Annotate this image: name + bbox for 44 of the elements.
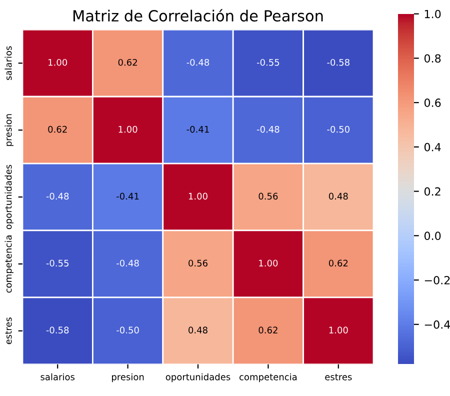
data-label: -0.58 bbox=[46, 326, 69, 334]
color-bar-label: −0.2 bbox=[424, 276, 450, 284]
y-tick-label: presion bbox=[4, 114, 14, 146]
data-label: 0.56 bbox=[188, 260, 208, 267]
x-tick-label: presion bbox=[112, 373, 144, 382]
color-bar-label: 0.0 bbox=[424, 232, 441, 240]
data-label: 1.00 bbox=[188, 192, 208, 200]
data-label: -0.48 bbox=[46, 192, 69, 200]
data-label: -0.58 bbox=[327, 58, 350, 66]
y-tick-label: estres bbox=[5, 318, 12, 344]
data-label: 0.48 bbox=[328, 192, 348, 200]
data-label: -0.48 bbox=[186, 58, 210, 66]
data-label: 0.48 bbox=[188, 326, 208, 334]
chart-title: Matriz de Correlación de Pearson bbox=[73, 9, 323, 22]
x-tick-label: oportunidades bbox=[166, 373, 230, 382]
color-bar-label: −0.4 bbox=[424, 320, 450, 329]
color-bar-label: 0.6 bbox=[424, 98, 441, 107]
data-label: -0.55 bbox=[256, 58, 280, 66]
data-label: 1.00 bbox=[259, 260, 278, 267]
data-label: -0.48 bbox=[256, 126, 280, 133]
data-label: 0.56 bbox=[258, 192, 278, 200]
data-label: -0.50 bbox=[116, 326, 139, 334]
x-tick-label: estres bbox=[325, 374, 352, 380]
color-bar-label: 0.2 bbox=[424, 187, 440, 196]
data-label: -0.48 bbox=[116, 260, 139, 267]
x-tick-label: competencia bbox=[240, 373, 297, 382]
data-label: -0.55 bbox=[46, 260, 68, 267]
color-bar-label: 0.4 bbox=[424, 142, 441, 152]
data-label: 1.00 bbox=[329, 326, 348, 334]
data-label: 1.00 bbox=[48, 58, 68, 66]
color-bar-label: 0.8 bbox=[424, 54, 441, 63]
data-label: -0.50 bbox=[327, 126, 350, 133]
y-tick-label: salarios bbox=[4, 46, 12, 80]
y-tick-label: competencia bbox=[4, 236, 14, 293]
y-tick-label: oportunidades bbox=[4, 164, 14, 230]
data-label: 1.00 bbox=[118, 126, 138, 133]
data-label: -0.41 bbox=[186, 126, 209, 133]
data-label: -0.41 bbox=[116, 192, 139, 200]
color-bar-label: 1.0 bbox=[424, 10, 441, 18]
x-tick-label: salarios bbox=[40, 373, 75, 380]
data-label: 0.62 bbox=[48, 126, 67, 133]
data-label: 0.62 bbox=[328, 260, 348, 267]
data-label: 0.62 bbox=[258, 326, 278, 334]
data-label: 0.62 bbox=[118, 58, 137, 66]
